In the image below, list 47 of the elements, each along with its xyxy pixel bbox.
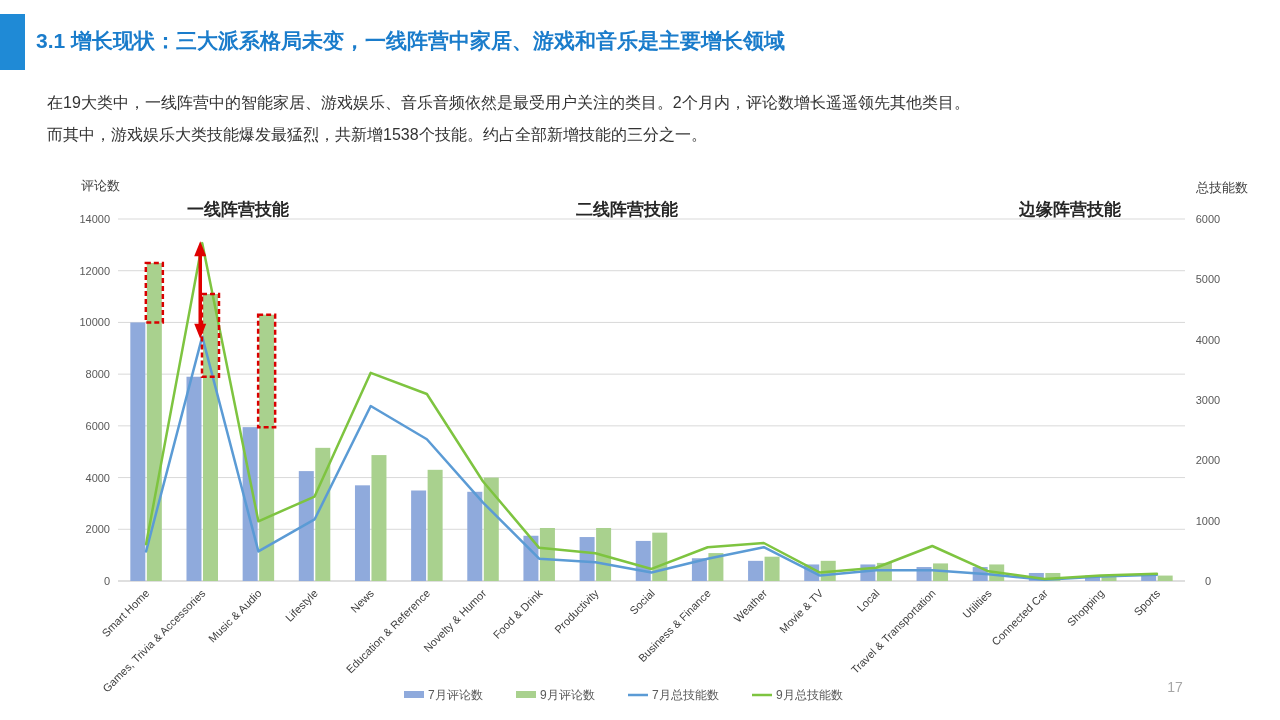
text: 17 [1167,679,1183,695]
legend-label: 7月总技能数 [652,688,719,702]
bar [411,490,427,581]
y-axis-title: 评论数 [80,178,120,193]
y2-tick-label: 4000 [1195,333,1221,346]
y-tick-label: 2000 [85,523,110,536]
bar [1157,575,1173,581]
bar [186,376,202,581]
bar [315,447,331,581]
bar [596,527,612,581]
bar [427,469,443,581]
line-series [144,241,1159,581]
annotation: 二线阵营技能 [576,200,678,219]
bar [130,322,146,581]
chart-title: 3.1 增长现状：三大派系格局未变，一线阵营中家居、游戏和音乐是主要增长领域 [36,29,786,52]
y-tick-label: 14000 [79,213,110,225]
chart-subtitle: 在19大类中，一线阵营中的智能家居、游戏娱乐、音乐音频依然是最受用户关注的类目。2个月内，评论数增长遥遥领先其他类目。而其中，游戏娱乐大类技能爆发最猛烈，共新增1538个技能。约占全部新增技能的三分之一。 [47,94,970,143]
bar [539,527,555,581]
legend-label: 7月评论数 [428,688,483,702]
bar [467,491,483,581]
y-tick-label: 6000 [85,419,110,432]
y-tick-label: 10000 [79,316,110,329]
y2-tick-label: 0 [1204,575,1212,587]
bar [748,560,764,581]
legend-label: 9月评论数 [540,688,595,702]
bar [371,455,387,581]
y2-tick-label: 1000 [1195,514,1221,527]
bar [202,293,218,581]
y-tick-label: 8000 [85,368,110,381]
y2-tick-label: 5000 [1195,273,1221,286]
bar [259,314,275,581]
bar [354,485,370,581]
bar [764,556,780,581]
bar [298,471,314,581]
annotation: 边缘阵营技能 [1018,200,1121,219]
y2-tick-label: 6000 [1195,213,1221,225]
y2-tick-label: 3000 [1195,394,1221,406]
annotation: 一线阵营技能 [187,200,289,219]
legend-label: 9月总技能数 [776,688,843,702]
y2-axis-title: 总技能数 [1195,180,1248,195]
bar [483,477,499,581]
y-tick-label: 4000 [85,471,110,484]
bar [146,262,162,581]
y-tick-label: 12000 [79,264,110,277]
y-tick-label: 0 [103,575,110,587]
bar [708,553,724,581]
y2-tick-label: 2000 [1195,454,1221,467]
